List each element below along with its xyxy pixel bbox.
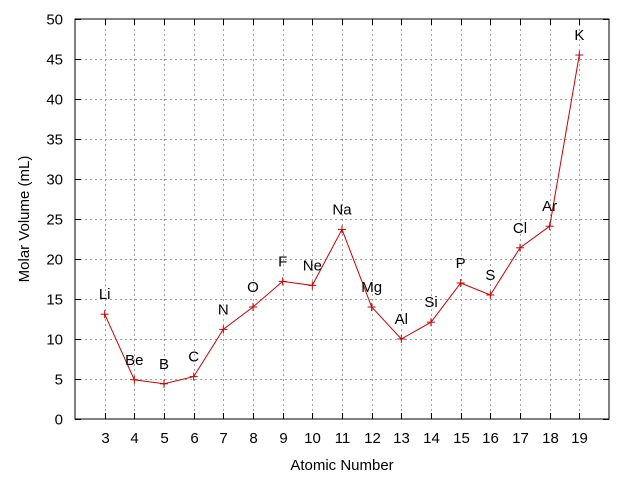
x-tick-label: 19 xyxy=(571,430,588,447)
point-label-si: Si xyxy=(424,294,437,311)
x-tick-label: 16 xyxy=(482,430,499,447)
data-point-n xyxy=(219,325,228,334)
point-label-ne: Ne xyxy=(303,257,322,274)
data-point-o xyxy=(249,303,257,311)
data-point-s xyxy=(486,291,495,299)
x-tick-label: 5 xyxy=(160,430,168,447)
x-tick-label: 18 xyxy=(542,430,559,447)
x-tick-label: 7 xyxy=(219,430,227,447)
y-tick-label: 50 xyxy=(46,12,63,29)
x-tick-label: 12 xyxy=(364,430,381,447)
series-layer xyxy=(100,51,584,388)
x-axis-label: Atomic Number xyxy=(290,457,393,474)
data-point-c xyxy=(189,372,198,381)
data-point-ar xyxy=(545,222,554,231)
x-tick-label: 14 xyxy=(423,430,440,447)
y-tick-label: 30 xyxy=(46,172,63,189)
data-point-na xyxy=(338,225,346,234)
point-label-mg: Mg xyxy=(361,279,382,296)
y-tick-label: 20 xyxy=(46,252,63,269)
point-label-f: F xyxy=(278,253,287,270)
x-tick-label: 11 xyxy=(335,430,351,447)
point-label-ar: Ar xyxy=(542,198,557,215)
y-tick-label: 35 xyxy=(46,132,63,149)
x-tick-label: 17 xyxy=(512,430,529,447)
data-point-k xyxy=(575,51,584,59)
point-label-k: K xyxy=(574,27,584,44)
point-label-b: B xyxy=(159,356,169,373)
y-tick-label: 15 xyxy=(46,292,63,309)
x-tick-label: 10 xyxy=(304,430,321,447)
data-point-f xyxy=(278,277,287,286)
data-point-ne xyxy=(308,281,317,290)
data-point-cl xyxy=(516,243,524,252)
point-label-p: P xyxy=(456,255,466,272)
y-axis-label: Molar Volume (mL) xyxy=(16,156,33,283)
point-label-al: Al xyxy=(395,311,408,328)
y-tick-label: 25 xyxy=(46,212,63,229)
y-tick-label: 10 xyxy=(46,332,63,349)
data-point-b xyxy=(160,379,168,388)
data-point-p xyxy=(456,279,465,287)
y-tick-label: 45 xyxy=(46,52,63,69)
y-tick-label: 40 xyxy=(46,92,63,109)
point-label-s: S xyxy=(485,267,495,284)
x-tick-label: 13 xyxy=(393,430,410,447)
data-point-mg xyxy=(367,303,376,311)
data-point-si xyxy=(427,318,435,327)
point-label-o: O xyxy=(247,279,259,296)
data-point-be xyxy=(130,375,139,384)
x-tick-label: 4 xyxy=(130,430,138,447)
grid-layer xyxy=(75,19,609,419)
point-labels-layer: Li Be B C N O F Ne Na Mg Al Si P S Cl Ar K xyxy=(99,27,585,373)
point-label-be: Be xyxy=(125,352,143,369)
point-label-li: Li xyxy=(99,286,111,303)
point-label-cl: Cl xyxy=(513,220,527,237)
point-label-n: N xyxy=(218,301,229,318)
point-label-na: Na xyxy=(332,201,352,218)
x-tick-label: 9 xyxy=(279,430,287,447)
x-tick-label: 15 xyxy=(453,430,470,447)
y-tick-label: 0 xyxy=(55,412,63,429)
data-point-li xyxy=(100,310,109,319)
x-tick-label: 8 xyxy=(249,430,257,447)
x-tick-label: 6 xyxy=(190,430,198,447)
x-tick-label: 3 xyxy=(101,430,109,447)
data-point-al xyxy=(397,335,406,343)
ticks-layer: 3 4 5 6 7 8 9 10 11 12 13 14 15 16 17 18 190510152025303… xyxy=(46,12,609,447)
point-label-c: C xyxy=(188,349,199,366)
y-tick-label: 5 xyxy=(55,372,63,389)
